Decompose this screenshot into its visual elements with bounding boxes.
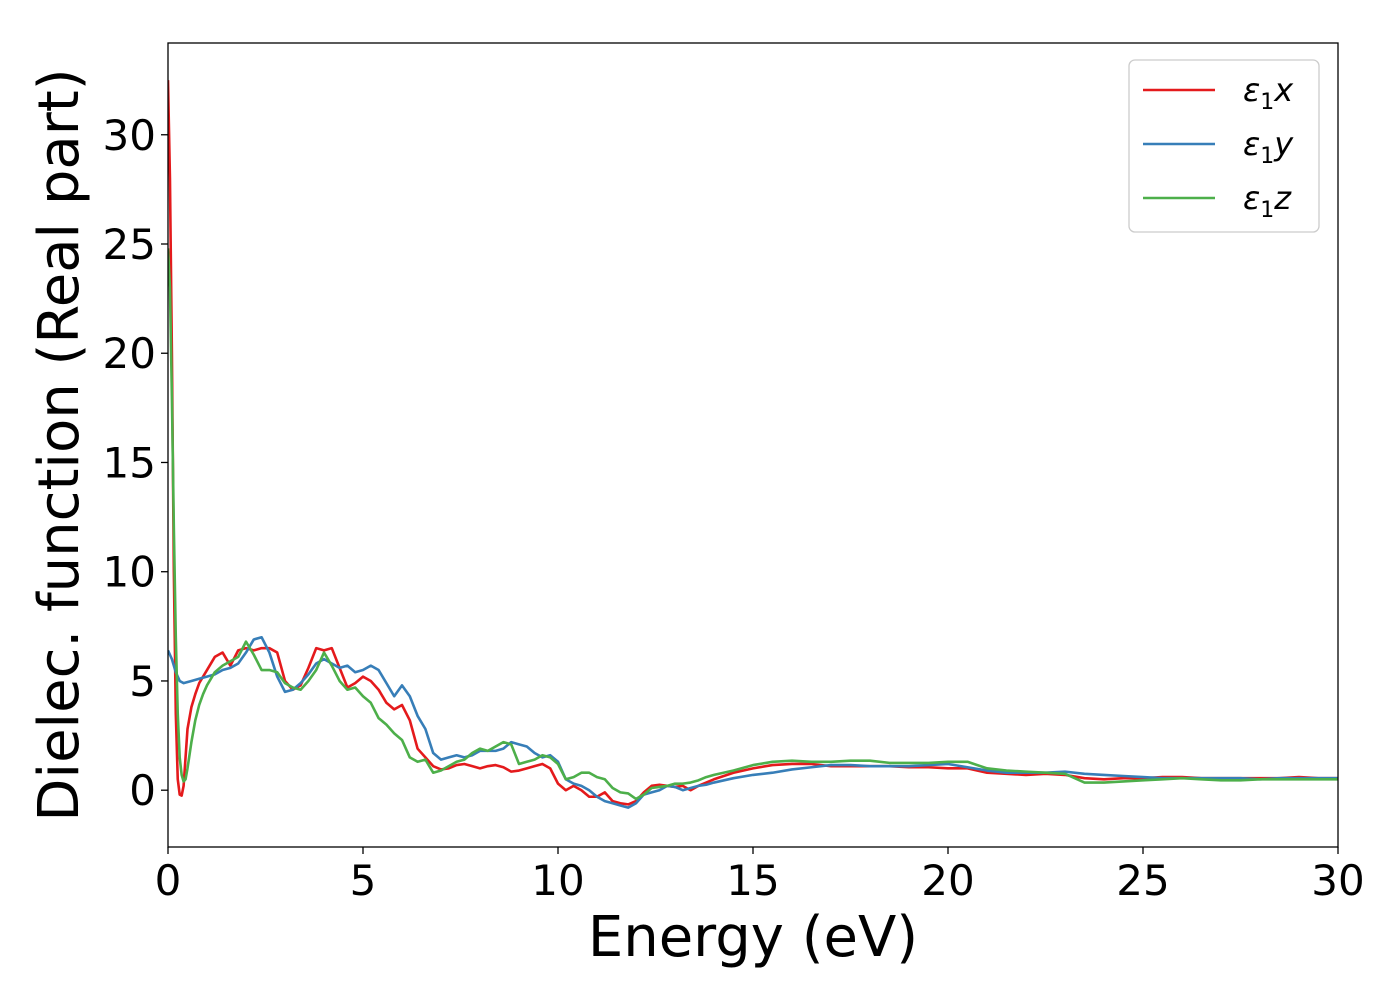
y-tick-label: 15: [103, 438, 156, 487]
legend-label-x: ε1x: [1243, 71, 1294, 115]
x-tick-label: 25: [1116, 856, 1169, 905]
y-tick-label: 5: [129, 657, 156, 706]
series-line-z: [168, 248, 1338, 801]
legend-box: [1128, 59, 1320, 233]
x-axis: 0 5 10 15 20 25 30: [155, 847, 1365, 905]
series-layer: [168, 80, 1338, 809]
y-tick-label: 0: [129, 766, 156, 815]
x-tick-label: 15: [726, 856, 779, 905]
legend-label-y: ε1y: [1243, 125, 1294, 169]
x-tick-label: 10: [531, 856, 584, 905]
y-tick-label: 10: [103, 548, 156, 597]
x-tick-label: 0: [155, 856, 182, 905]
series-line-x: [168, 80, 1338, 806]
legend: ε1x ε1y ε1z: [1128, 59, 1320, 233]
y-axis: 0 5 10 15 20 25 30: [103, 111, 168, 815]
legend-label-z: ε1z: [1243, 179, 1292, 223]
x-axis-title: Energy (eV): [588, 905, 918, 970]
series-line-y: [168, 635, 1338, 809]
y-tick-label: 25: [103, 220, 156, 269]
x-tick-label: 30: [1311, 856, 1364, 905]
y-axis-title: Dielec. function (Real part): [27, 68, 92, 821]
y-tick-label: 30: [103, 111, 156, 160]
x-tick-label: 20: [921, 856, 974, 905]
y-tick-label: 20: [103, 329, 156, 378]
x-tick-label: 5: [350, 856, 377, 905]
